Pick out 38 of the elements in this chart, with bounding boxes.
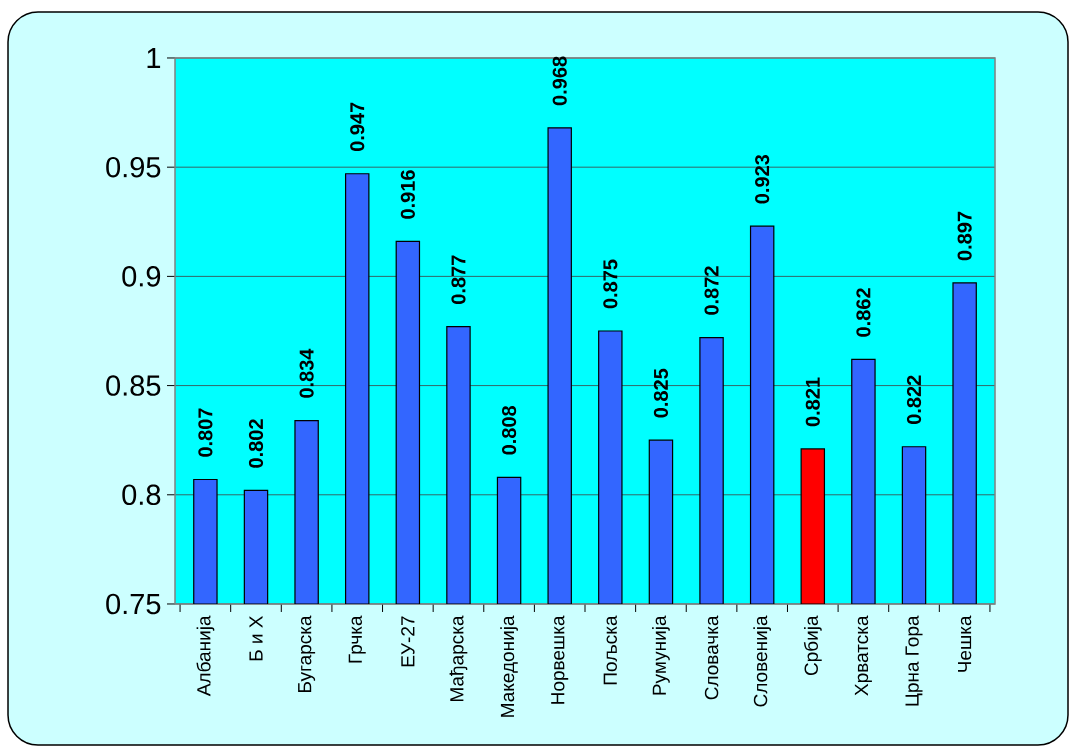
data-label: 0.875 bbox=[603, 259, 618, 309]
data-label: 0.862 bbox=[856, 288, 871, 337]
x-tick-label: ЕУ-27 bbox=[401, 616, 415, 667]
y-tick-label: 1 bbox=[147, 48, 161, 68]
data-label: 0.916 bbox=[400, 170, 415, 219]
x-tick-label: Чешка bbox=[958, 615, 972, 672]
x-tick-label: Мађарска bbox=[449, 615, 468, 702]
data-label: 0.808 bbox=[502, 405, 517, 455]
data-label: 0.822 bbox=[906, 375, 922, 425]
x-tick-label: Црна Гора bbox=[905, 615, 923, 706]
x-tick-label: Словенија bbox=[753, 615, 772, 707]
x-tick-label: Грчка bbox=[348, 615, 366, 663]
y-tick-label: 0.75 bbox=[106, 593, 161, 615]
data-label: 0.872 bbox=[704, 266, 719, 315]
y-tick-label: 0.9 bbox=[122, 266, 161, 287]
data-label: 0.821 bbox=[805, 377, 820, 427]
x-tick-label: Румунија bbox=[652, 615, 670, 695]
data-label: 0.877 bbox=[451, 255, 466, 304]
x-tick-label: Србија bbox=[803, 615, 822, 676]
data-label: 0.923 bbox=[755, 154, 770, 204]
x-tick-label: Норвешка bbox=[551, 615, 569, 704]
x-tick-label: Македонија bbox=[500, 615, 518, 717]
y-tick-label: 0.95 bbox=[106, 156, 161, 178]
y-tick-label: 0.85 bbox=[106, 375, 161, 396]
x-tick-label: Пољска bbox=[603, 615, 617, 685]
x-tick-label: Хрватска bbox=[854, 615, 872, 696]
x-tick-label: Б и Х bbox=[249, 615, 263, 661]
y-tick-label: 0.8 bbox=[122, 484, 161, 506]
data-label: 0.825 bbox=[653, 368, 669, 418]
data-label: 0.947 bbox=[350, 102, 365, 152]
x-tick-label: Словачка bbox=[704, 615, 719, 700]
x-tick-label: Бугарска bbox=[298, 615, 316, 692]
data-label: 0.807 bbox=[198, 408, 213, 457]
data-label: 0.834 bbox=[299, 348, 314, 398]
x-tick-label: Албанија bbox=[196, 615, 215, 697]
data-label: 0.897 bbox=[957, 211, 972, 261]
data-label: 0.802 bbox=[248, 419, 264, 468]
data-label: 0.968 bbox=[552, 56, 567, 106]
